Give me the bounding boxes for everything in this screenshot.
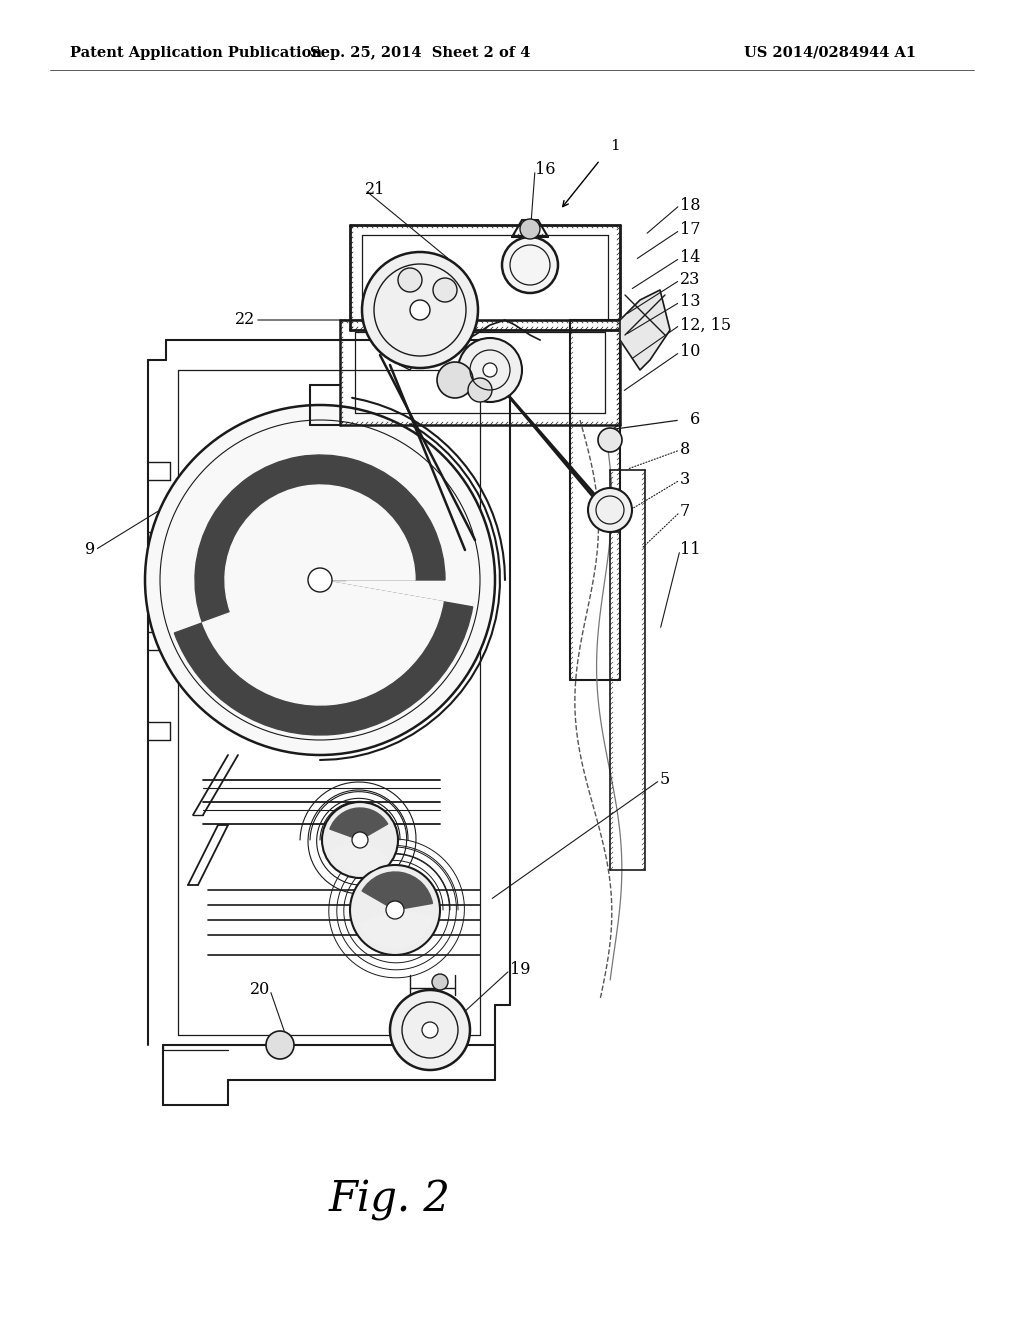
Circle shape xyxy=(520,219,540,239)
Text: 13: 13 xyxy=(680,293,700,310)
Circle shape xyxy=(422,1022,438,1038)
Circle shape xyxy=(433,279,457,302)
Text: 6: 6 xyxy=(690,412,700,429)
Text: 17: 17 xyxy=(680,222,700,239)
Wedge shape xyxy=(225,484,415,612)
Wedge shape xyxy=(174,579,473,735)
Text: Fig. 2: Fig. 2 xyxy=(329,1179,451,1221)
Text: 21: 21 xyxy=(365,181,385,198)
Wedge shape xyxy=(362,873,432,909)
Text: 20: 20 xyxy=(250,982,270,998)
Circle shape xyxy=(468,378,492,403)
Circle shape xyxy=(588,488,632,532)
Circle shape xyxy=(432,974,449,990)
Wedge shape xyxy=(203,579,443,705)
Circle shape xyxy=(362,252,478,368)
Circle shape xyxy=(145,405,495,755)
Text: 11: 11 xyxy=(680,541,700,558)
Circle shape xyxy=(502,238,558,293)
Text: US 2014/0284944 A1: US 2014/0284944 A1 xyxy=(744,46,916,59)
Circle shape xyxy=(398,268,422,292)
Circle shape xyxy=(598,428,622,451)
Text: 8: 8 xyxy=(680,441,690,458)
Circle shape xyxy=(266,1031,294,1059)
Circle shape xyxy=(410,300,430,319)
Text: 19: 19 xyxy=(510,961,530,978)
Circle shape xyxy=(386,902,404,919)
Text: 5: 5 xyxy=(660,771,671,788)
Text: 10: 10 xyxy=(680,343,700,360)
Text: 12, 15: 12, 15 xyxy=(680,317,731,334)
Text: Sep. 25, 2014  Sheet 2 of 4: Sep. 25, 2014 Sheet 2 of 4 xyxy=(310,46,530,59)
Circle shape xyxy=(350,865,440,954)
Text: 22: 22 xyxy=(234,312,255,329)
Circle shape xyxy=(352,832,368,847)
Text: 1: 1 xyxy=(610,139,620,153)
Circle shape xyxy=(437,362,473,399)
Circle shape xyxy=(308,568,332,591)
Text: Patent Application Publication: Patent Application Publication xyxy=(70,46,322,59)
Circle shape xyxy=(458,338,522,403)
Circle shape xyxy=(483,363,497,378)
Text: 23: 23 xyxy=(680,272,700,289)
Text: 7: 7 xyxy=(680,503,690,520)
Polygon shape xyxy=(620,290,670,370)
Wedge shape xyxy=(195,455,445,623)
Wedge shape xyxy=(359,909,432,948)
Text: 18: 18 xyxy=(680,197,700,214)
Circle shape xyxy=(390,990,470,1071)
Text: 16: 16 xyxy=(535,161,555,178)
Wedge shape xyxy=(330,808,388,840)
Text: 3: 3 xyxy=(680,471,690,488)
Wedge shape xyxy=(330,840,388,873)
Text: 14: 14 xyxy=(680,249,700,267)
Circle shape xyxy=(322,803,398,878)
Text: 9: 9 xyxy=(85,541,95,558)
